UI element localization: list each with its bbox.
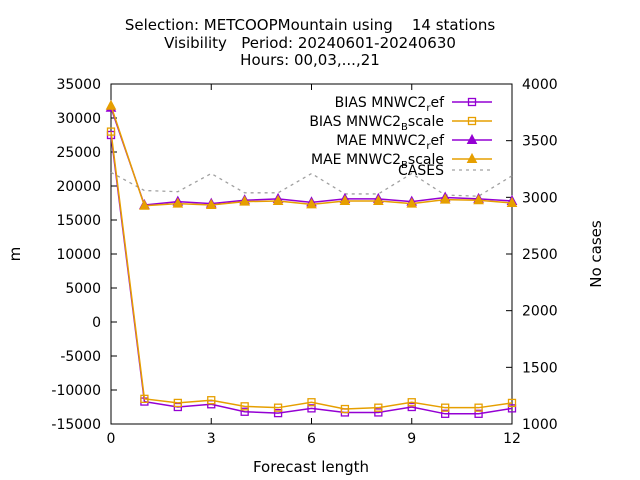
y-tick-label: 5000 — [65, 281, 101, 297]
legend-label: MAE MNWC2ref — [336, 133, 445, 152]
legend-marker — [466, 152, 478, 163]
data-point — [339, 194, 351, 205]
data-point — [407, 398, 416, 407]
data-point — [306, 198, 317, 209]
data-point — [340, 404, 350, 414]
series-line — [110, 131, 513, 410]
data-point — [374, 403, 383, 412]
legend-item: MAE MNWC2Bscale — [311, 152, 492, 171]
data-point — [474, 403, 483, 412]
title-line-2: Visibility Period: 20240601-20240630 — [164, 34, 456, 52]
data-point — [373, 194, 384, 205]
legend-label: BIAS MNWC2ref — [335, 95, 445, 114]
data-point — [406, 197, 418, 208]
x-tick-label: 0 — [107, 431, 116, 447]
y2-tick-label: 1000 — [522, 417, 558, 433]
y-tick-label: -10000 — [51, 383, 101, 399]
legend-label: MAE MNWC2Bscale — [311, 152, 444, 171]
data-point — [307, 398, 316, 407]
data-point — [474, 409, 483, 418]
series-4 — [110, 171, 513, 197]
data-point — [273, 408, 283, 418]
y-tick-label: 15000 — [56, 213, 101, 229]
x-tick-label: 6 — [307, 431, 316, 447]
y2-tick-label: 1500 — [522, 360, 558, 376]
chart-title: Selection: METCOOPMountain using 14 stat… — [125, 16, 495, 69]
legend-item: CASES — [398, 163, 492, 179]
y-axis-label: m — [6, 247, 24, 262]
data-point — [173, 398, 182, 408]
y2-tick-label: 2500 — [522, 247, 558, 263]
y-tick-label: 20000 — [56, 179, 101, 195]
y-tick-label: -15000 — [51, 417, 101, 433]
title-line-1: Selection: METCOOPMountain using 14 stat… — [125, 16, 495, 34]
data-point — [307, 404, 316, 413]
data-point — [140, 394, 149, 403]
legend-item: BIAS MNWC2ref — [335, 95, 492, 114]
x-axis-label: Forecast length — [253, 458, 369, 476]
legend-item: MAE MNWC2ref — [336, 133, 492, 152]
legend-marker — [467, 97, 477, 107]
series-line — [110, 171, 513, 197]
title-line-3: Hours: 00,03,...,21 — [240, 51, 380, 69]
x-tick-label: 9 — [407, 431, 416, 447]
legend-label: BIAS MNWC2Bscale — [309, 114, 444, 133]
data-point — [507, 398, 517, 408]
data-point — [473, 194, 484, 205]
series-line — [110, 134, 513, 415]
series-3 — [105, 99, 518, 210]
legend-label: CASES — [398, 163, 444, 179]
legend-marker — [466, 133, 478, 144]
series-1 — [106, 127, 517, 414]
y-tick-label: 25000 — [56, 145, 101, 161]
y2-tick-label: 4000 — [522, 77, 558, 93]
data-point — [139, 199, 150, 210]
y2-tick-label: 3000 — [522, 190, 558, 206]
series-group — [105, 99, 518, 418]
data-point — [273, 403, 283, 412]
data-point — [106, 127, 116, 136]
y2-tick-label: 3500 — [522, 134, 558, 150]
y-tick-label: 10000 — [56, 247, 101, 263]
series-0 — [106, 130, 517, 418]
data-point — [507, 404, 517, 413]
data-point — [441, 403, 450, 412]
data-point — [407, 402, 416, 412]
y2-tick-label: 2000 — [522, 304, 558, 320]
data-point — [205, 198, 217, 210]
data-point — [439, 193, 451, 204]
data-point — [374, 408, 383, 417]
y-tick-label: 35000 — [56, 77, 101, 93]
y-tick-label: 0 — [92, 315, 101, 331]
axis-ticks: 0 3 6 9 12 -15000 -10000 -5000 0 5000 10000 15000 20… — [51, 77, 557, 447]
data-point — [441, 409, 450, 418]
legend-marker — [467, 116, 477, 126]
legend-item: BIAS MNWC2Bscale — [309, 114, 492, 133]
data-point — [240, 407, 249, 416]
data-point — [240, 402, 249, 411]
plot-frame — [110, 83, 513, 425]
data-point — [172, 197, 184, 208]
y-tick-label: -5000 — [60, 349, 101, 365]
data-point — [506, 196, 518, 207]
x-tick-label: 12 — [503, 431, 521, 447]
data-point — [239, 195, 250, 206]
data-point — [207, 396, 216, 405]
x-tick-label: 3 — [207, 431, 216, 447]
data-point — [105, 99, 117, 110]
y-tick-label: 30000 — [56, 111, 101, 127]
y2-axis-label: No cases — [587, 220, 605, 288]
data-point — [272, 194, 284, 205]
